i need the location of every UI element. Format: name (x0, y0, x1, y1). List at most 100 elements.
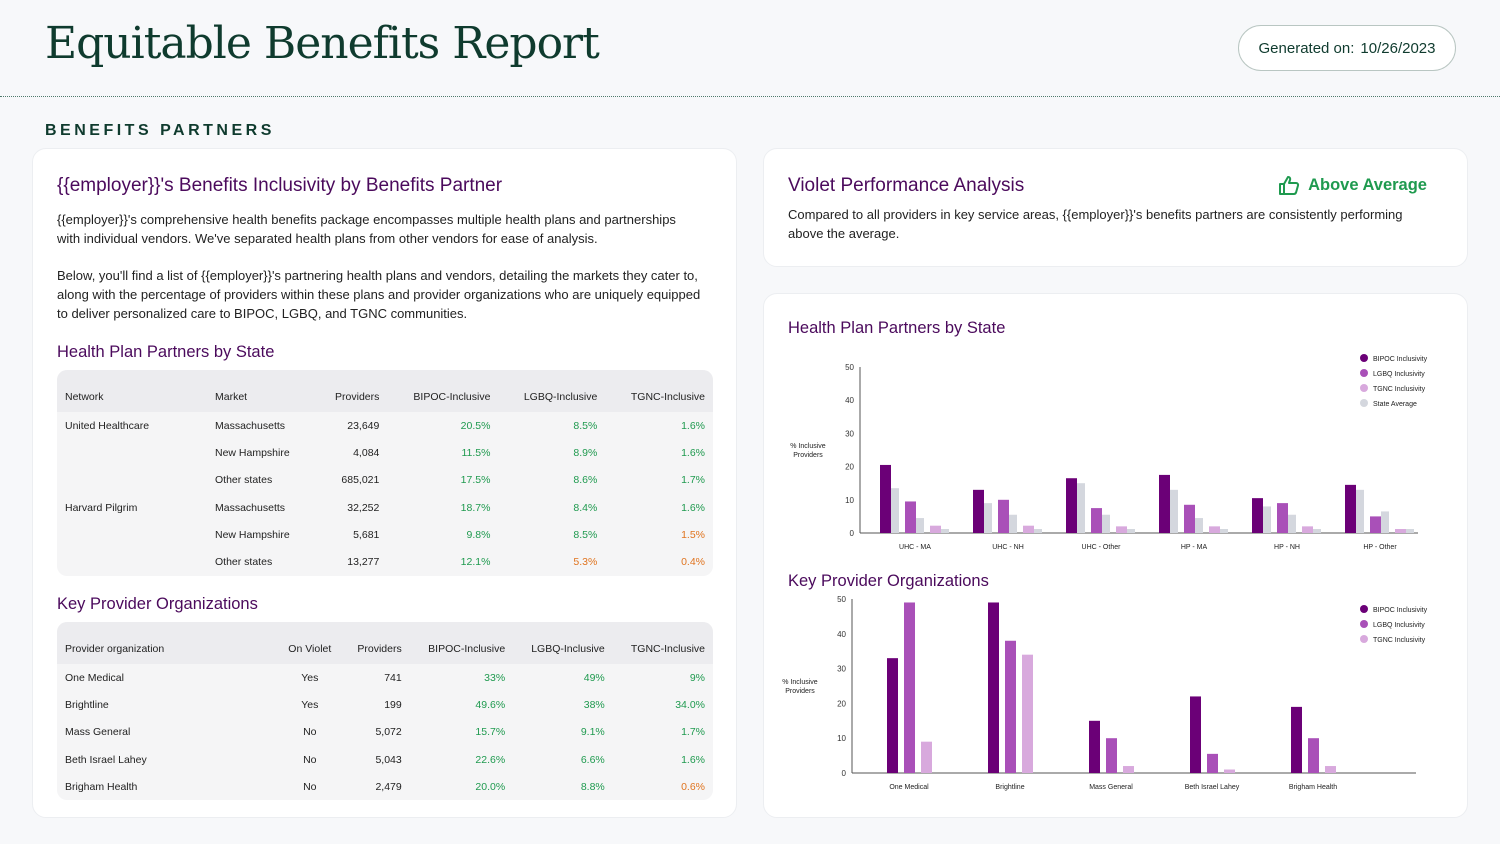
bar-state-average (1170, 489, 1178, 533)
column-header: Providers (315, 370, 388, 412)
bar-lgbq (1277, 503, 1288, 533)
table-cell: 18.7% (460, 501, 491, 514)
health-plans-table: Network Market Providers BIPOC-Inclusive LGB… (57, 370, 713, 576)
table-cell: 34.0% (675, 698, 705, 711)
table-cell: 8.6% (573, 474, 598, 487)
table-cell: 32,252 (347, 501, 380, 514)
table-cell: 8.4% (573, 501, 598, 514)
performance-text: Compared to all providers in key service… (788, 207, 1403, 241)
x-tick-label: UHC - NH (992, 544, 1024, 551)
table-cell: 0.6% (681, 780, 705, 793)
bar-state-average (1381, 511, 1389, 533)
column-header: On Violet (277, 622, 343, 664)
inclusivity-card: {{employer}}'s Benefits Inclusivity by B… (32, 148, 737, 818)
y-tick-label: 10 (837, 734, 846, 743)
card-title: Violet Performance Analysis (788, 175, 1025, 196)
bar-tgnc (1325, 766, 1336, 773)
legend-label: State Average (1373, 401, 1417, 408)
bar-tgnc (1123, 766, 1134, 773)
bar-bipoc (1159, 474, 1170, 533)
table-cell: No (303, 726, 317, 739)
bar-tgnc (921, 741, 932, 773)
bar-lgbq (998, 499, 1009, 533)
table-cell: Yes (301, 698, 319, 711)
table-cell: 49% (583, 671, 605, 684)
y-tick-label: 0 (842, 769, 847, 778)
card-title: {{employer}}'s Benefits Inclusivity by B… (57, 175, 503, 196)
column-header: Providers (342, 622, 410, 664)
table-cell: 199 (384, 698, 402, 711)
table-cell: 4,084 (353, 446, 380, 459)
x-tick-label: HP - Other (1363, 544, 1397, 551)
y-tick-label: 50 (837, 595, 846, 604)
column-header: LGBQ-Inclusive (498, 370, 606, 412)
table-cell: 23,649 (347, 419, 380, 432)
charts-card: Health Plan Partners by State 0 10 20 30 40 5… (763, 293, 1468, 818)
bar-lgbq (1005, 640, 1016, 773)
table-cell: No (303, 753, 317, 766)
x-tick-label: Brigham Health (1289, 784, 1337, 791)
badge-label: Above Average (1308, 175, 1427, 194)
bar-lgbq (1308, 738, 1319, 773)
table-row: Beth Israel Lahey No 5,043 22.6% 6.6% 1.6% (57, 746, 713, 773)
table-cell: 1.6% (681, 753, 705, 766)
table-cell: 1.6% (681, 446, 705, 459)
table-row: New Hampshire 4,084 11.5% 8.9% 1.6% (57, 439, 713, 466)
table-cell: 5,681 (353, 528, 380, 541)
list-paragraph: Below, you'll find a list of {{employer}… (57, 268, 701, 321)
bar-state-average (916, 518, 924, 533)
table-row: Other states 685,021 17.5% 8.6% 1.7% (57, 467, 713, 494)
bar-tgnc (1022, 654, 1033, 773)
legend-swatch (1360, 635, 1368, 643)
legend-label: BIPOC Inclusivity (1373, 356, 1428, 363)
x-tick-label: UHC - MA (899, 544, 931, 551)
bar-state-average (1288, 514, 1296, 533)
table-cell: 8.5% (573, 419, 598, 432)
legend-swatch (1360, 384, 1368, 392)
bar-bipoc (1089, 720, 1100, 773)
health-plans-title: Health Plan Partners by State (57, 343, 275, 361)
bar-state-average (891, 488, 899, 533)
x-tick-label: HP - NH (1274, 544, 1300, 551)
legend-label: LGBQ Inclusivity (1373, 371, 1425, 378)
column-header: LGBQ-Inclusive (513, 622, 613, 664)
y-tick-label: 0 (850, 529, 855, 538)
table-cell: United Healthcare (65, 419, 150, 432)
x-tick-label: HP - MA (1181, 544, 1208, 551)
provider-orgs-table: Provider organization On Violet Providers B… (57, 622, 713, 801)
table-cell: 5,072 (375, 726, 402, 739)
table-cell: 1.7% (681, 726, 705, 739)
thumbs-up-icon (1279, 176, 1300, 195)
bar-tgnc (1224, 769, 1235, 773)
table-cell: 9.8% (466, 528, 491, 541)
bar-tgnc (1023, 525, 1034, 533)
bar-state-average (1195, 518, 1203, 533)
y-axis-label: Providers (785, 688, 815, 695)
bar-bipoc (887, 658, 898, 773)
x-tick-label: Mass General (1089, 784, 1133, 791)
y-axis-label: Providers (793, 452, 823, 459)
table-cell (57, 548, 207, 575)
section-label: BENEFITS PARTNERS (45, 122, 275, 139)
table-cell (57, 521, 207, 548)
table-cell: 20.5% (460, 419, 491, 432)
page-title: Equitable Benefits Report (45, 18, 600, 69)
divider (0, 96, 1500, 97)
y-tick-label: 20 (837, 699, 846, 708)
table-cell: No (303, 780, 317, 793)
bar-state-average (1406, 529, 1414, 533)
bar-state-average (1009, 514, 1017, 533)
bar-state-average (1220, 529, 1228, 533)
table-cell: 6.6% (580, 753, 605, 766)
table-cell: 17.5% (460, 474, 491, 487)
table-cell: 15.7% (475, 726, 506, 739)
bar-lgbq (1106, 738, 1117, 773)
column-header: TGNC-Inclusive (605, 370, 713, 412)
bar-bipoc (1291, 706, 1302, 773)
bar-lgbq (1184, 504, 1195, 533)
x-tick-label: One Medical (889, 784, 929, 791)
table-cell: 1.6% (681, 419, 705, 432)
table-cell: Harvard Pilgrim (65, 501, 138, 514)
intro-paragraph: {{employer}}'s comprehensive health bene… (57, 212, 676, 246)
table-cell: 741 (384, 671, 402, 684)
